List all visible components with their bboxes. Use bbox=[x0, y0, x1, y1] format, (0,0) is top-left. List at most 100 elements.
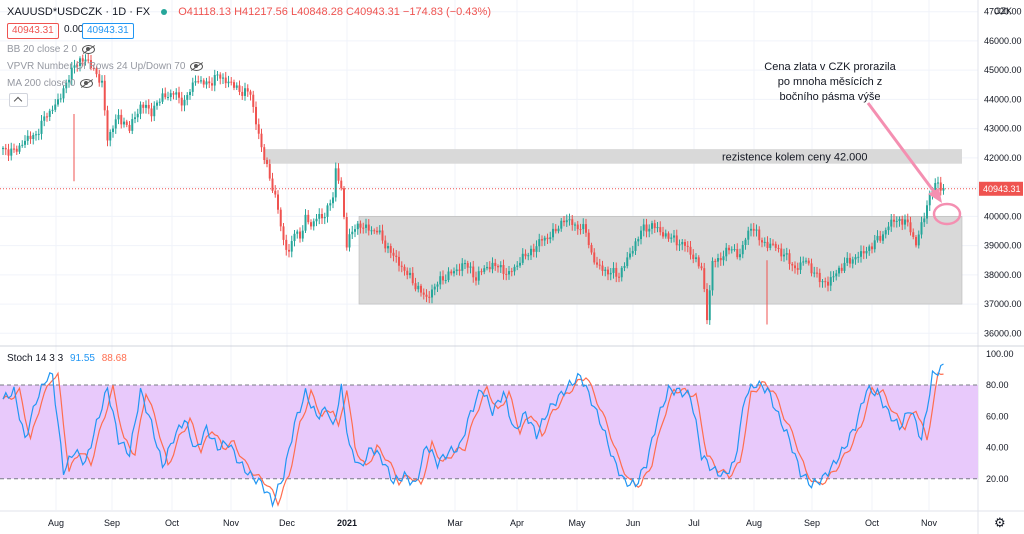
candle-body bbox=[763, 241, 766, 243]
candle-body bbox=[351, 231, 354, 235]
candle-body bbox=[703, 268, 706, 290]
candle-body bbox=[725, 247, 728, 257]
candle-body bbox=[893, 219, 895, 222]
candle-body bbox=[939, 182, 942, 191]
candle-body bbox=[296, 231, 299, 234]
candle-body bbox=[546, 237, 549, 240]
candle-body bbox=[238, 85, 241, 92]
candle-body bbox=[532, 248, 535, 252]
indicator-ma[interactable]: MA 200 close 0 bbox=[7, 78, 94, 89]
eye-icon[interactable] bbox=[80, 78, 94, 88]
candle-body bbox=[370, 230, 373, 232]
candle-body bbox=[640, 230, 642, 240]
candle-body bbox=[15, 148, 18, 152]
candle-body bbox=[827, 281, 829, 286]
candle-body bbox=[494, 262, 497, 267]
candle-body bbox=[348, 234, 351, 248]
candle-body bbox=[268, 164, 271, 179]
candle-body bbox=[593, 252, 596, 263]
eye-icon[interactable] bbox=[190, 61, 204, 71]
candle-body bbox=[901, 218, 904, 225]
price-tick-label: 43000.00 bbox=[984, 124, 1022, 134]
candle-body bbox=[813, 272, 816, 274]
candle-body bbox=[706, 289, 708, 321]
candle-body bbox=[123, 121, 125, 125]
candle-body bbox=[730, 249, 733, 251]
candle-body bbox=[279, 209, 282, 227]
candle-body bbox=[65, 82, 68, 89]
candle-body bbox=[824, 281, 827, 283]
candle-body bbox=[117, 114, 120, 120]
time-tick-label: Apr bbox=[510, 518, 524, 528]
indicator-vpvr[interactable]: VPVR Number Of Rows 24 Up/Down 70 bbox=[7, 61, 204, 72]
candle-body bbox=[667, 233, 670, 239]
price-tick-label: 38000.00 bbox=[984, 270, 1022, 280]
candle-body bbox=[673, 235, 675, 238]
candle-body bbox=[40, 120, 43, 134]
candle-body bbox=[637, 239, 640, 242]
candle-body bbox=[260, 133, 263, 148]
candle-body bbox=[293, 233, 296, 242]
candle-body bbox=[43, 116, 46, 121]
candle-body bbox=[469, 266, 472, 268]
time-tick-label: Oct bbox=[165, 518, 180, 528]
candle-body bbox=[153, 105, 156, 117]
candle-body bbox=[873, 240, 876, 250]
price-tick-label: 47000.00 bbox=[984, 7, 1022, 17]
candle-body bbox=[708, 290, 711, 321]
stoch-tick-label: 100.00 bbox=[986, 349, 1014, 359]
time-tick-label: May bbox=[568, 518, 586, 528]
stoch-legend[interactable]: Stoch 14 3 3 91.55 88.68 bbox=[7, 353, 127, 364]
candle-body bbox=[678, 244, 681, 246]
candle-body bbox=[216, 74, 219, 76]
candle-body bbox=[455, 269, 458, 272]
candle-body bbox=[197, 81, 200, 83]
candle-body bbox=[794, 265, 796, 269]
candle-body bbox=[35, 134, 37, 136]
candle-body bbox=[414, 283, 417, 290]
candle-body bbox=[442, 276, 444, 281]
interval[interactable]: 1D bbox=[112, 6, 127, 18]
candle-body bbox=[598, 264, 601, 266]
candle-body bbox=[700, 266, 703, 269]
candle-body bbox=[24, 140, 26, 145]
ohlc-low: L40848.28 bbox=[290, 6, 343, 18]
candle-body bbox=[406, 270, 409, 276]
candle-body bbox=[604, 269, 607, 271]
currency-label: CZK bbox=[994, 6, 1012, 16]
candle-body bbox=[662, 232, 664, 237]
settings-gear-icon[interactable]: ⚙ bbox=[994, 515, 1006, 530]
price-box-red[interactable]: 40943.31 bbox=[7, 23, 59, 39]
candle-body bbox=[62, 88, 65, 99]
candle-body bbox=[57, 99, 59, 105]
candle-body bbox=[521, 253, 524, 263]
candle-body bbox=[337, 168, 340, 181]
candle-body bbox=[510, 271, 513, 273]
collapse-legend-button[interactable] bbox=[9, 93, 28, 107]
candle-body bbox=[354, 229, 356, 232]
candle-body bbox=[158, 101, 161, 103]
symbol-name[interactable]: XAUUSD*USDCZK bbox=[7, 6, 103, 18]
candle-body bbox=[747, 230, 750, 240]
candle-body bbox=[458, 269, 461, 271]
candle-body bbox=[524, 253, 527, 257]
candle-body bbox=[568, 219, 571, 221]
eye-icon[interactable] bbox=[82, 44, 96, 54]
candle-body bbox=[711, 260, 714, 291]
candle-body bbox=[926, 205, 928, 219]
candle-body bbox=[373, 230, 376, 232]
chart-header: XAUUSD*USDCZK · 1D · FX O41118.13 H41217… bbox=[7, 6, 491, 18]
candle-body bbox=[835, 273, 838, 277]
candle-body bbox=[477, 271, 480, 281]
candle-body bbox=[928, 193, 931, 206]
candle-body bbox=[942, 188, 945, 191]
indicator-bb[interactable]: BB 20 close 2 0 bbox=[7, 44, 96, 55]
candle-body bbox=[857, 256, 860, 258]
price-box-blue[interactable]: 40943.31 bbox=[82, 23, 134, 39]
candle-body bbox=[623, 266, 626, 268]
candle-body bbox=[381, 230, 384, 241]
candle-body bbox=[552, 228, 554, 238]
candle-body bbox=[139, 104, 142, 114]
candle-body bbox=[535, 246, 538, 252]
